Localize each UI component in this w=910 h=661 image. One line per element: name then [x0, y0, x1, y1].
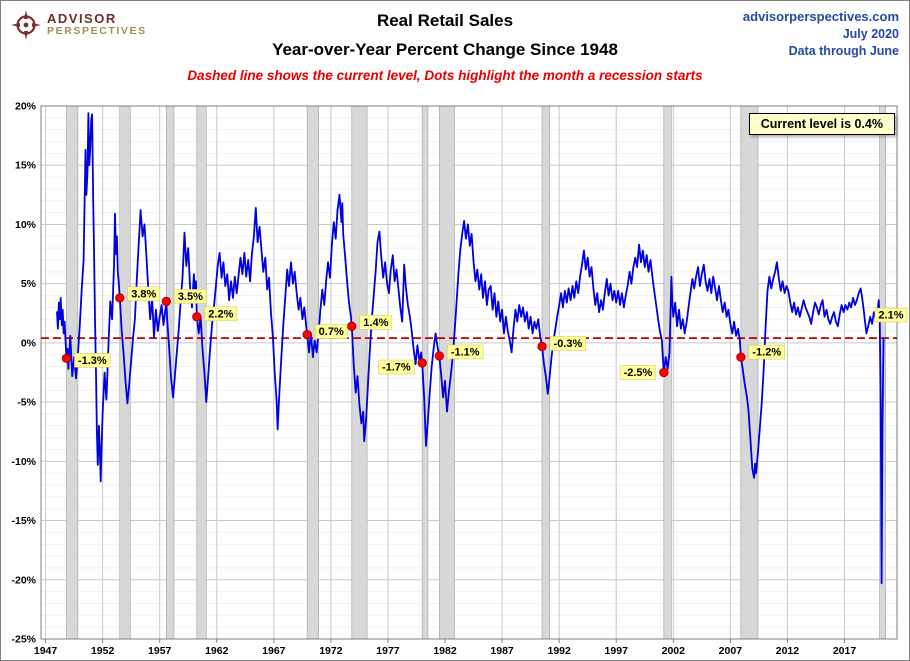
source-date: July 2020	[842, 27, 899, 41]
recession-start-dot	[537, 341, 547, 352]
dot-label-text: 3.5%	[178, 291, 203, 303]
dot-label-bg	[174, 289, 207, 304]
y-tick-label: -15%	[11, 515, 36, 527]
recession-start-dot	[192, 312, 202, 322]
x-tick-label: 1987	[490, 645, 514, 657]
retail-sales-chart: -1.3% 3.8% 3.5% 2.2% 0.7% 1.4% -1.7% -1.1% -0.3%…	[11, 101, 908, 657]
recession-start-dot	[302, 329, 312, 340]
dot-label-bg	[619, 365, 657, 380]
dot-label-text: 1.4%	[363, 317, 388, 329]
x-tick-label: 2002	[662, 645, 686, 657]
x-tick-label: 2012	[776, 645, 800, 657]
dot-label-bg	[314, 324, 348, 339]
recession-start-dot	[417, 358, 427, 368]
page-title: Real Retail Sales	[376, 11, 514, 30]
x-tick-label: 1982	[433, 645, 457, 657]
dot-label-text: 3.8%	[131, 288, 156, 300]
dot-label-text: 0.7%	[319, 326, 344, 338]
logo-line-advisor: ADVISOR	[47, 11, 117, 27]
x-tick-label: 1957	[148, 645, 172, 657]
source-block: advisorperspectives.com July 2020 Data t…	[743, 9, 899, 58]
dot-label-bg	[874, 307, 908, 323]
dot-label-bg	[378, 359, 415, 375]
dot-label-text: -0.3%	[554, 338, 583, 350]
dot-label-bg	[127, 286, 161, 302]
x-tick-label: 1952	[91, 645, 115, 657]
y-tick-label: -25%	[11, 634, 36, 646]
y-tick-label: -20%	[11, 574, 36, 586]
x-tick-label: 1947	[34, 645, 58, 657]
recession-start-dot	[115, 293, 125, 303]
logo-text: ADVISOR PERSPECTIVES	[47, 11, 147, 38]
x-tick-label: 1992	[547, 645, 571, 657]
page-subtitle-line: Year-over-Year Percent Change Since 1948	[272, 40, 618, 59]
recession-start-dot	[736, 352, 746, 362]
compass-icon	[11, 10, 41, 40]
dot-label-text: 2.2%	[208, 308, 233, 320]
x-tick-label: 1972	[319, 645, 343, 657]
recession-start-dot	[61, 353, 72, 363]
chart-legend-note: Dashed line shows the current level, Dot…	[187, 68, 703, 83]
y-tick-label: 10%	[15, 219, 37, 231]
y-tick-label: -5%	[17, 397, 36, 409]
dot-label-text: -1.3%	[78, 355, 107, 367]
x-tick-label: 2007	[719, 645, 743, 657]
x-tick-label: 1962	[205, 645, 229, 657]
x-tick-label: 1967	[262, 645, 286, 657]
x-tick-label: 2017	[833, 645, 857, 657]
dot-label-bg	[74, 353, 111, 368]
dot-label-text: 2.1%	[878, 310, 903, 322]
recession-start-dot	[434, 351, 444, 361]
dot-label-bg	[748, 344, 785, 360]
x-tick-label: 1997	[605, 645, 629, 657]
recession-start-dot	[659, 367, 669, 378]
plot-frame	[40, 105, 898, 640]
source-website: advisorperspectives.com	[742, 9, 899, 24]
dot-label-bg	[549, 336, 587, 351]
dot-label-text: -1.7%	[382, 362, 411, 374]
recession-start-dot	[347, 321, 357, 331]
dot-label-bg	[359, 315, 393, 330]
y-tick-label: 15%	[15, 160, 37, 172]
source-data-note: Data through June	[788, 44, 899, 58]
advisor-perspectives-logo: ADVISOR PERSPECTIVES	[11, 10, 147, 40]
dot-label-text: -1.1%	[451, 346, 480, 358]
chart-area: -1.3% 3.8% 3.5% 2.2% 0.7% 1.4% -1.7% -1.1% -0.3%…	[1, 97, 909, 660]
y-tick-label: -10%	[11, 456, 36, 468]
recession-band	[306, 105, 319, 640]
x-tick-label: 1977	[376, 645, 400, 657]
dot-label-bg	[447, 344, 484, 360]
recession-start-dot	[161, 296, 171, 307]
current-level-callout: Current level is 0.4%	[748, 113, 895, 135]
dot-label-bg	[204, 306, 238, 322]
logo-line-perspectives: PERSPECTIVES	[47, 25, 147, 38]
y-tick-label: 20%	[15, 101, 37, 113]
chart-titles: Real Retail Sales Year-over-Year Percent…	[151, 11, 739, 83]
dot-label-text: -2.5%	[624, 367, 653, 379]
y-tick-label: 5%	[21, 278, 37, 290]
y-tick-label: 0%	[21, 337, 37, 349]
dot-label-text: -1.2%	[752, 347, 781, 359]
